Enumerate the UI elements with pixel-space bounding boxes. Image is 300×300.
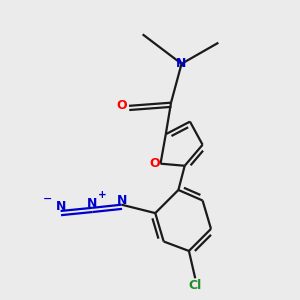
Text: N: N bbox=[87, 197, 98, 210]
Text: Cl: Cl bbox=[189, 279, 202, 292]
Text: O: O bbox=[116, 99, 127, 112]
Text: N: N bbox=[176, 57, 187, 70]
Text: N: N bbox=[56, 200, 66, 213]
Text: N: N bbox=[116, 194, 127, 207]
Text: −: − bbox=[43, 194, 53, 203]
Text: O: O bbox=[149, 157, 160, 170]
Text: +: + bbox=[98, 190, 107, 200]
